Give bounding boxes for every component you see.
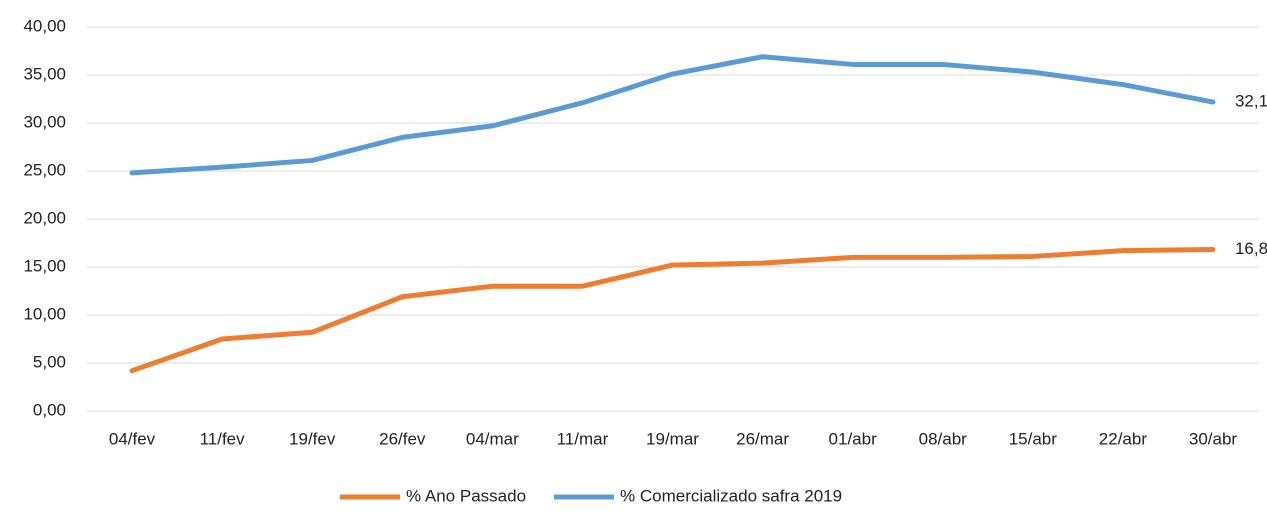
x-tick-label: 04/mar bbox=[466, 429, 519, 448]
y-tick-label: 20,00 bbox=[23, 208, 66, 227]
x-tick-label: 19/fev bbox=[289, 429, 336, 448]
x-tick-label: 11/mar bbox=[557, 429, 609, 448]
x-tick-label: 15/abr bbox=[1009, 429, 1058, 448]
y-tick-label: 0,00 bbox=[33, 400, 66, 419]
x-tick-label: 26/mar bbox=[736, 429, 789, 448]
x-tick-label: 08/abr bbox=[919, 429, 968, 448]
legend-label: % Comercializado safra 2019 bbox=[620, 486, 842, 505]
y-tick-label: 25,00 bbox=[23, 160, 66, 179]
y-tick-label: 10,00 bbox=[23, 304, 66, 323]
y-tick-label: 40,00 bbox=[23, 16, 66, 35]
line bbox=[129, 247, 1216, 374]
y-tick-label: 5,00 bbox=[33, 352, 66, 371]
x-tick-label: 30/abr bbox=[1189, 429, 1238, 448]
y-tick-label: 30,00 bbox=[23, 112, 66, 131]
y-tick-label: 35,00 bbox=[23, 64, 66, 83]
x-tick-label: 11/fev bbox=[200, 429, 246, 448]
data-label: 32,18 bbox=[1235, 92, 1267, 111]
x-tick-label: 26/fev bbox=[379, 429, 426, 448]
x-tick-label: 04/fev bbox=[109, 429, 156, 448]
data-label: 16,82 bbox=[1235, 239, 1267, 258]
x-tick-label: 22/abr bbox=[1099, 429, 1148, 448]
x-tick-label: 19/mar bbox=[646, 429, 699, 448]
legend-label: % Ano Passado bbox=[406, 486, 526, 505]
y-tick-label: 15,00 bbox=[23, 256, 66, 275]
x-tick-label: 01/abr bbox=[829, 429, 878, 448]
line bbox=[129, 54, 1216, 176]
